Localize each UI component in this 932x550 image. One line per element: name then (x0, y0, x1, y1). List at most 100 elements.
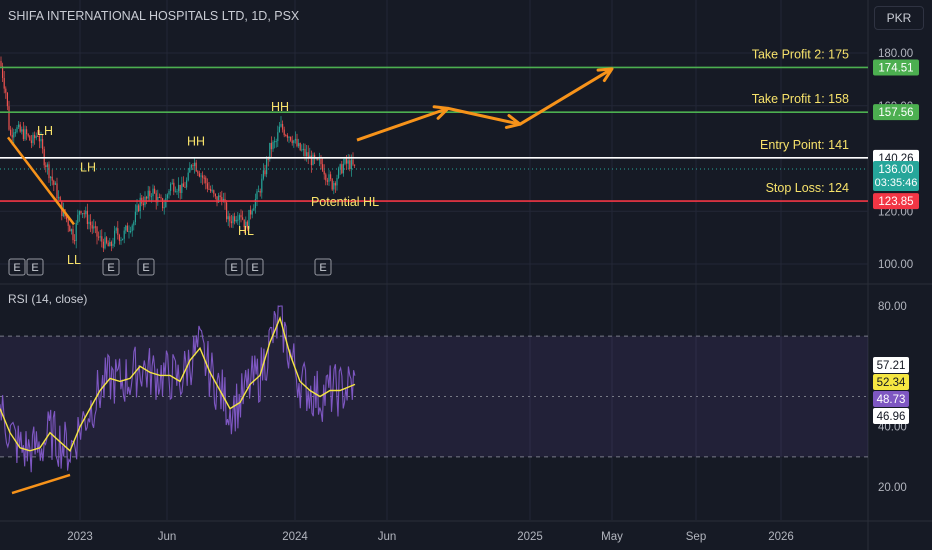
candle-body (315, 158, 317, 160)
arrow-head (596, 67, 614, 83)
candle-body (299, 143, 301, 151)
candle-body (293, 140, 295, 144)
candle-body (248, 209, 250, 229)
earnings-marker-label: E (13, 262, 20, 274)
candle-body (106, 237, 108, 243)
candle-body (24, 129, 26, 140)
currency-button[interactable]: PKR (874, 6, 924, 30)
rsi-value-badge (873, 391, 909, 407)
candle-body (198, 173, 200, 177)
candle-body (53, 180, 55, 185)
candle-body (267, 158, 269, 160)
candle-body (211, 190, 213, 192)
candle-body (245, 221, 247, 228)
candle-body (354, 164, 356, 166)
candle-body (290, 136, 292, 141)
candle-body (270, 142, 272, 150)
rsi-value-label: 46.96 (877, 411, 906, 423)
candle-body (230, 221, 232, 224)
candle-body (350, 159, 352, 170)
level-label: Take Profit 2: 175 (752, 47, 849, 61)
arrow-head (432, 105, 450, 120)
structure-label: LH (80, 161, 96, 175)
candle-body (136, 205, 138, 212)
candle-body (88, 221, 90, 224)
price-tick-label: 180.00 (878, 48, 913, 60)
time-tick-label: 2025 (517, 531, 543, 543)
earnings-marker (314, 258, 332, 276)
candle-body (333, 183, 335, 190)
candle-body (77, 214, 79, 223)
candle-body (280, 123, 282, 127)
candle-body (349, 160, 351, 170)
candle-body (165, 198, 167, 208)
symbol-title: SHIFA INTERNATIONAL HOSPITALS LTD, 1D, P… (8, 9, 300, 23)
candle-body (69, 225, 71, 232)
candle-body (320, 159, 322, 165)
candle-body (229, 216, 231, 222)
candle-body (104, 237, 106, 249)
candle-body (194, 162, 196, 167)
time-tick-label: Jun (158, 531, 177, 543)
candle-body (283, 129, 285, 136)
last-price-badge (873, 161, 919, 192)
candle-body (117, 228, 119, 236)
candle-body (13, 132, 15, 138)
candle-body (291, 140, 293, 144)
candle-body (48, 164, 50, 179)
candle-body (240, 215, 242, 218)
candle-body (341, 164, 343, 174)
candle-body (205, 177, 207, 184)
rsi-divergence-line (11, 473, 71, 495)
candle-body (62, 209, 64, 217)
candle-body (306, 152, 308, 157)
candle-body (11, 135, 13, 138)
candle-body (72, 229, 74, 241)
candle-body (258, 191, 260, 193)
candle-body (67, 219, 69, 226)
candle-body (210, 188, 212, 192)
candle-body (242, 217, 244, 220)
candle-body (162, 198, 164, 209)
candle-body (5, 88, 7, 93)
candle-body (107, 242, 109, 247)
candle-body (85, 210, 87, 215)
time-tick-label: May (601, 531, 623, 543)
candle-body (37, 135, 39, 137)
candle-body (331, 178, 333, 190)
candle-body (253, 208, 255, 211)
candle-body (278, 126, 280, 133)
candle-body (184, 186, 186, 188)
candle-body (155, 193, 157, 203)
time-tick-label: 2023 (67, 531, 93, 543)
candle-body (328, 174, 330, 182)
candle-body (294, 138, 296, 141)
candle-body (149, 190, 151, 197)
rsi-line (0, 305, 356, 473)
time-tick-label: 2026 (768, 531, 794, 543)
candle-body (301, 149, 303, 151)
candle-body (83, 213, 85, 215)
candle-body (234, 216, 236, 222)
candle-body (102, 241, 104, 249)
candle-body (131, 225, 133, 232)
candle-body (206, 183, 208, 189)
candle-body (51, 176, 53, 181)
candle-body (35, 135, 37, 139)
level-price-badge (873, 59, 919, 76)
candle-body (133, 222, 135, 226)
candle-body (56, 183, 58, 199)
candle-body (32, 134, 34, 144)
candle-body (277, 132, 279, 142)
level-price-badge (873, 104, 919, 121)
candle-body (339, 164, 341, 169)
projection-arrow (356, 67, 613, 142)
candle-body (66, 216, 68, 220)
candle-body (46, 164, 48, 168)
candle-body (82, 213, 84, 215)
rsi-pane: 80.00 40.00 20.00 57.21 52.34 48.73 46.96 (0, 301, 909, 495)
candle-body (101, 236, 103, 242)
candle-body (325, 174, 327, 181)
time-tick-label: Jun (378, 531, 397, 543)
